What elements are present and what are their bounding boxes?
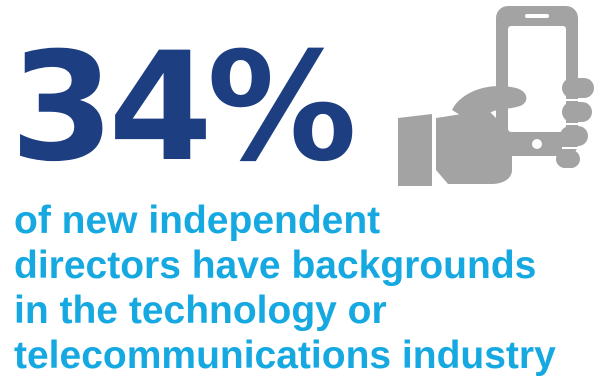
caption-text: of new independent directors have backgr… [14, 198, 604, 378]
stat-percentage: 34% [10, 21, 357, 195]
caption-line-3: in the technology or [14, 289, 387, 332]
caption-line-2: directors have backgrounds [14, 244, 537, 287]
caption-line-4: telecommunications industry [14, 334, 556, 377]
caption-line-1: of new independent [14, 199, 381, 242]
hand-holding-smartphone-icon [398, 6, 594, 186]
